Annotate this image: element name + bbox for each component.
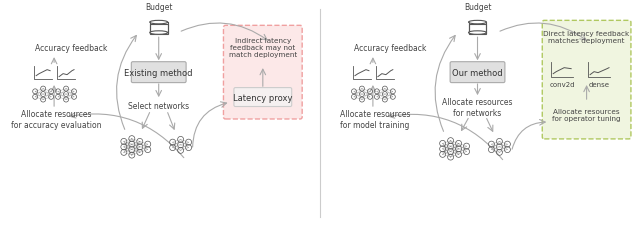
Text: dense: dense (589, 82, 609, 88)
Text: Budget: Budget (145, 3, 172, 12)
Text: Allocate resources
for networks: Allocate resources for networks (442, 98, 513, 117)
FancyBboxPatch shape (542, 21, 631, 139)
Text: Select networks: Select networks (128, 101, 189, 110)
Text: Latency proxy: Latency proxy (233, 93, 292, 102)
Text: Allocate resources
for accuracy evaluation: Allocate resources for accuracy evaluati… (11, 110, 101, 129)
Text: Indirect latency
feedback may not
match deployment: Indirect latency feedback may not match … (228, 38, 297, 58)
Text: Direct latency feedback
matches deployment: Direct latency feedback matches deployme… (543, 31, 630, 44)
FancyBboxPatch shape (131, 62, 186, 83)
Text: conv2d: conv2d (549, 82, 575, 88)
FancyBboxPatch shape (234, 88, 292, 107)
Ellipse shape (468, 32, 486, 35)
Text: Allocate resources
for operator tuning: Allocate resources for operator tuning (552, 109, 621, 122)
Text: Allocate resources
for model training: Allocate resources for model training (340, 110, 410, 129)
FancyBboxPatch shape (468, 25, 486, 35)
Text: Accuracy feedback: Accuracy feedback (35, 44, 108, 52)
Ellipse shape (150, 21, 168, 25)
Ellipse shape (150, 32, 168, 35)
Text: Our method: Our method (452, 68, 503, 77)
Text: Existing method: Existing method (124, 68, 193, 77)
Ellipse shape (468, 21, 486, 25)
FancyBboxPatch shape (450, 62, 505, 83)
FancyBboxPatch shape (150, 25, 168, 35)
Text: Budget: Budget (464, 3, 492, 12)
Text: Accuracy feedback: Accuracy feedback (354, 44, 426, 52)
FancyBboxPatch shape (223, 26, 302, 119)
